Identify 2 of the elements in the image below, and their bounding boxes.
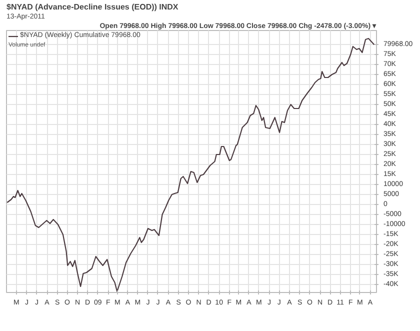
line-series	[6, 38, 375, 292]
chart-title: $NYAD (Advance-Decline Issues (EOD)) INDX	[6, 2, 179, 12]
